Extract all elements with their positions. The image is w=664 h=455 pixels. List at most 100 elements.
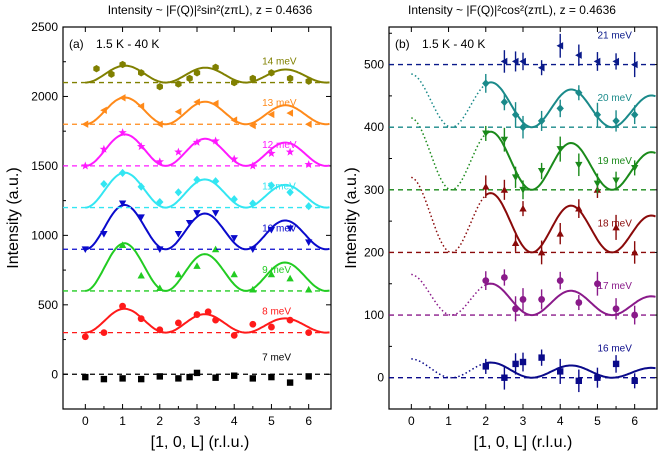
- data-point: [186, 373, 193, 381]
- data-point: [575, 377, 582, 384]
- x-tick-label: 6: [305, 414, 312, 428]
- data-point: [249, 199, 257, 208]
- series-19-meV: 19 meV: [389, 117, 657, 200]
- data-point: [267, 181, 276, 190]
- data-point: [286, 74, 294, 83]
- energy-label: 18 meV: [597, 218, 632, 229]
- panel-b-xlabel: [1, 0, L] (r.l.u.): [474, 434, 573, 451]
- data-point: [155, 157, 164, 166]
- data-point: [249, 285, 257, 293]
- data-point: [500, 57, 508, 66]
- data-point: [119, 375, 126, 382]
- x-tick-label: 1: [119, 414, 126, 428]
- data-point: [118, 94, 126, 102]
- data-point: [511, 174, 520, 181]
- data-point: [119, 302, 126, 310]
- energy-label: 20 meV: [597, 93, 632, 104]
- data-point: [511, 110, 520, 119]
- fit-curve-extrapolated: [411, 176, 487, 254]
- series-9-meV: 9 meV: [63, 241, 331, 293]
- data-point: [248, 161, 257, 170]
- series-10-meV: 10 meV: [63, 200, 331, 253]
- data-point: [286, 274, 294, 282]
- fit-curve: [85, 133, 330, 167]
- fit-curve: [85, 242, 330, 292]
- data-point: [211, 136, 220, 145]
- data-point: [482, 130, 490, 138]
- data-point: [519, 57, 526, 66]
- data-point: [100, 329, 108, 336]
- fit-curve-extrapolated: [411, 358, 486, 379]
- data-point: [193, 69, 201, 77]
- data-point: [230, 116, 238, 124]
- data-point: [93, 65, 100, 73]
- data-point: [100, 106, 107, 114]
- data-point: [593, 57, 601, 66]
- data-point: [305, 373, 312, 380]
- data-point: [593, 110, 602, 119]
- series-13-meV: 13 meV: [63, 94, 331, 130]
- panel-a-ylabel: Intensity (a.u.): [5, 167, 22, 268]
- y-tick-label: 200: [364, 245, 384, 259]
- data-point: [99, 144, 109, 153]
- data-point: [612, 223, 620, 231]
- fit-curve: [485, 130, 656, 191]
- energy-label: 21 meV: [597, 31, 632, 42]
- data-point: [537, 168, 546, 175]
- energy-label: 7 meV: [262, 352, 291, 363]
- data-point: [593, 180, 602, 188]
- data-point: [118, 128, 127, 137]
- data-point: [482, 79, 490, 88]
- x-tick-label: 5: [268, 414, 275, 428]
- y-tick-label: 400: [364, 120, 384, 134]
- fit-curve: [85, 204, 330, 251]
- data-point: [305, 120, 312, 128]
- data-point: [305, 77, 312, 85]
- panel-b-temp-label: 1.5 K - 40 K: [422, 37, 485, 51]
- data-point: [305, 285, 313, 293]
- energy-label: 9 meV: [262, 265, 291, 276]
- x-tick-label: 0: [82, 414, 89, 428]
- series-7-meV: 7 meV: [63, 352, 331, 386]
- data-point: [612, 360, 620, 368]
- x-tick-label: 5: [594, 414, 601, 428]
- data-point: [231, 78, 238, 87]
- data-point: [211, 177, 220, 186]
- data-point: [612, 305, 620, 313]
- data-point: [556, 104, 564, 113]
- data-point: [631, 60, 638, 69]
- data-point: [249, 375, 256, 382]
- series-17-meV: 17 meV: [389, 269, 657, 325]
- fit-curve: [485, 361, 656, 379]
- data-point: [100, 231, 108, 238]
- data-point: [575, 161, 583, 169]
- data-point: [156, 373, 163, 380]
- data-point: [286, 109, 294, 117]
- y-tick-label: 2500: [31, 20, 58, 34]
- data-point: [286, 379, 294, 386]
- data-point: [174, 188, 183, 197]
- energy-label: 19 meV: [597, 156, 632, 167]
- data-point: [631, 377, 638, 384]
- y-tick-label: 0: [51, 367, 58, 381]
- data-point: [249, 74, 256, 83]
- data-point: [212, 374, 219, 381]
- data-point: [82, 373, 89, 381]
- data-point: [193, 262, 201, 269]
- data-point: [304, 160, 313, 169]
- data-point: [500, 186, 509, 193]
- data-point: [575, 299, 583, 306]
- y-tick-label: 0: [377, 371, 384, 385]
- data-point: [230, 331, 238, 339]
- data-point: [512, 305, 519, 313]
- x-tick-label: 4: [557, 414, 564, 428]
- data-point: [156, 83, 163, 91]
- data-point: [267, 270, 276, 278]
- data-point: [519, 123, 527, 132]
- data-point: [185, 219, 194, 227]
- data-point: [230, 154, 239, 163]
- data-point: [156, 284, 164, 292]
- data-point: [249, 320, 257, 328]
- data-point: [538, 296, 546, 303]
- series-20-meV: 20 meV: [389, 73, 657, 139]
